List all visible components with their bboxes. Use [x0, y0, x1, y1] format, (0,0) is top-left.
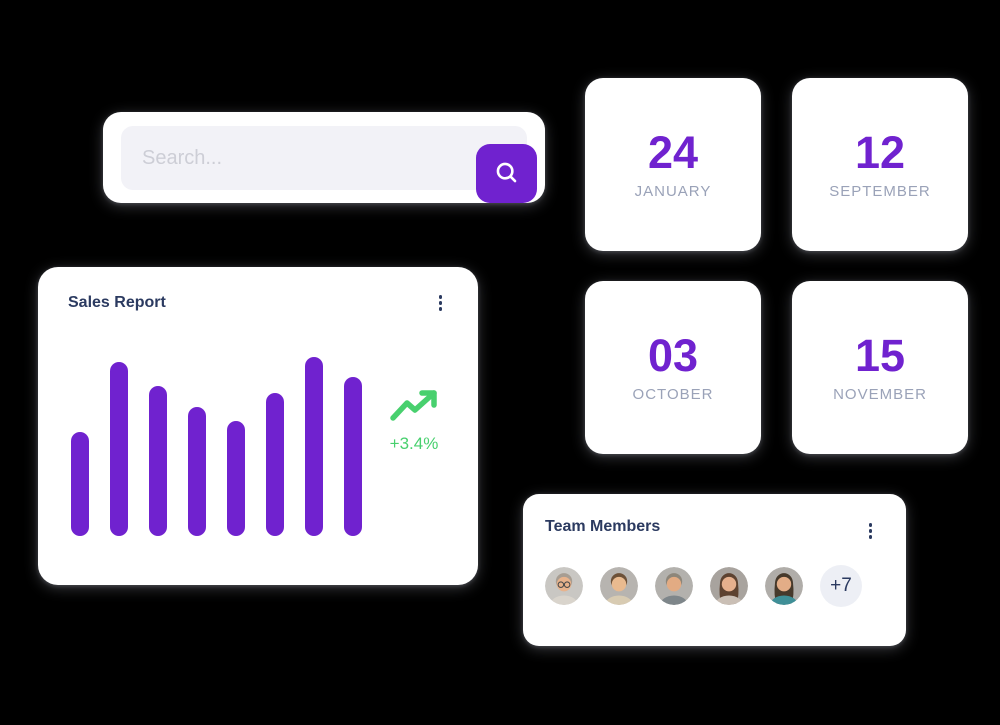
search-bar-card [103, 112, 545, 203]
date-month: OCTOBER [632, 385, 714, 403]
search-input[interactable] [121, 126, 472, 190]
kebab-menu-icon[interactable] [435, 291, 447, 315]
chart-bar [110, 362, 128, 536]
date-month: NOVEMBER [833, 385, 927, 403]
date-month: SEPTEMBER [829, 182, 931, 200]
chart-bar [149, 386, 167, 536]
search-field [121, 126, 537, 203]
trend-label: +3.4% [389, 434, 439, 453]
date-day: 03 [647, 329, 699, 381]
chart-bar [344, 377, 362, 536]
date-card-september[interactable]: 12 SEPTEMBER [792, 78, 968, 251]
date-card-january[interactable]: 24 JANUARY [585, 78, 761, 251]
date-card-october[interactable]: 03 OCTOBER [585, 281, 761, 454]
chart-bar [71, 432, 89, 536]
chart-bar [227, 421, 245, 536]
date-day: 12 [854, 126, 906, 178]
date-day: 15 [854, 329, 906, 381]
kebab-menu-icon[interactable] [865, 519, 877, 543]
sales-bar-chart [71, 357, 362, 536]
date-month: JANUARY [634, 182, 712, 200]
trend-indicator: +3.4% [386, 389, 442, 454]
avatar-overflow-chip[interactable]: +7 [820, 565, 862, 607]
avatar-member-2[interactable] [600, 567, 638, 605]
avatar-member-3[interactable] [655, 567, 693, 605]
sales-report-card: Sales Report +3.4% [38, 267, 478, 585]
avatar-member-4[interactable] [710, 567, 748, 605]
avatar-member-5[interactable] [765, 567, 803, 605]
sales-report-title: Sales Report [68, 294, 166, 311]
chart-bar [305, 357, 323, 536]
chart-bar [188, 407, 206, 536]
avatar-row: +7 [545, 565, 862, 607]
team-members-title: Team Members [545, 518, 661, 535]
date-day: 24 [647, 126, 699, 178]
search-button[interactable] [476, 144, 537, 203]
trending-up-icon [389, 389, 439, 428]
date-card-november[interactable]: 15 NOVEMBER [792, 281, 968, 454]
avatar-member-1[interactable] [545, 567, 583, 605]
team-members-card: Team Members +7 [523, 494, 906, 646]
search-icon [493, 159, 520, 189]
chart-bar [266, 393, 284, 536]
